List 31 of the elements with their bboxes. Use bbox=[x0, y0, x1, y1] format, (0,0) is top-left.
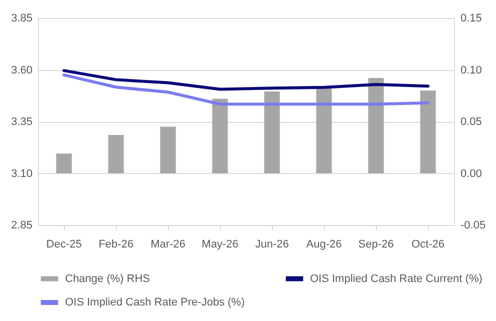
bar bbox=[160, 126, 176, 174]
y2-tick-label: -0.05 bbox=[460, 220, 486, 232]
legend-label: OIS Implied Cash Rate Current (%) bbox=[310, 272, 482, 285]
y-tick-label: 3.35 bbox=[11, 116, 32, 128]
bar bbox=[420, 90, 436, 174]
x-tick-label: Sep-26 bbox=[358, 238, 394, 250]
x-tick-label: Feb-26 bbox=[98, 238, 134, 250]
line-series bbox=[62, 73, 430, 106]
bar bbox=[316, 87, 332, 174]
y-tick-label: 3.85 bbox=[11, 12, 32, 24]
legend-label: OIS Implied Cash Rate Pre-Jobs (%) bbox=[65, 296, 245, 308]
bar bbox=[56, 154, 72, 174]
y-tick-label: 3.10 bbox=[11, 168, 32, 180]
legend-label: Change (%) RHS bbox=[65, 272, 150, 285]
x-tick-label: May-26 bbox=[202, 238, 238, 250]
x-tick-label: Oct-26 bbox=[411, 238, 445, 250]
bar bbox=[108, 134, 124, 174]
y2-tick-label: 0.10 bbox=[460, 64, 482, 76]
y-tick-label: 2.85 bbox=[11, 220, 32, 232]
y2-tick-label: 0.05 bbox=[460, 116, 482, 128]
bar bbox=[368, 78, 384, 174]
y2-tick-label: 0.00 bbox=[460, 168, 482, 180]
bar bbox=[264, 91, 280, 174]
x-tick-label: Aug-26 bbox=[306, 238, 342, 250]
y-tick-label: 3.60 bbox=[11, 64, 32, 76]
x-tick-label: Dec-25 bbox=[46, 238, 82, 250]
bar bbox=[212, 98, 228, 174]
y2-tick-label: 0.15 bbox=[460, 12, 482, 24]
line-series bbox=[62, 69, 430, 91]
x-tick-label: Jun-26 bbox=[255, 238, 289, 250]
x-tick-label: Mar-26 bbox=[150, 238, 186, 250]
